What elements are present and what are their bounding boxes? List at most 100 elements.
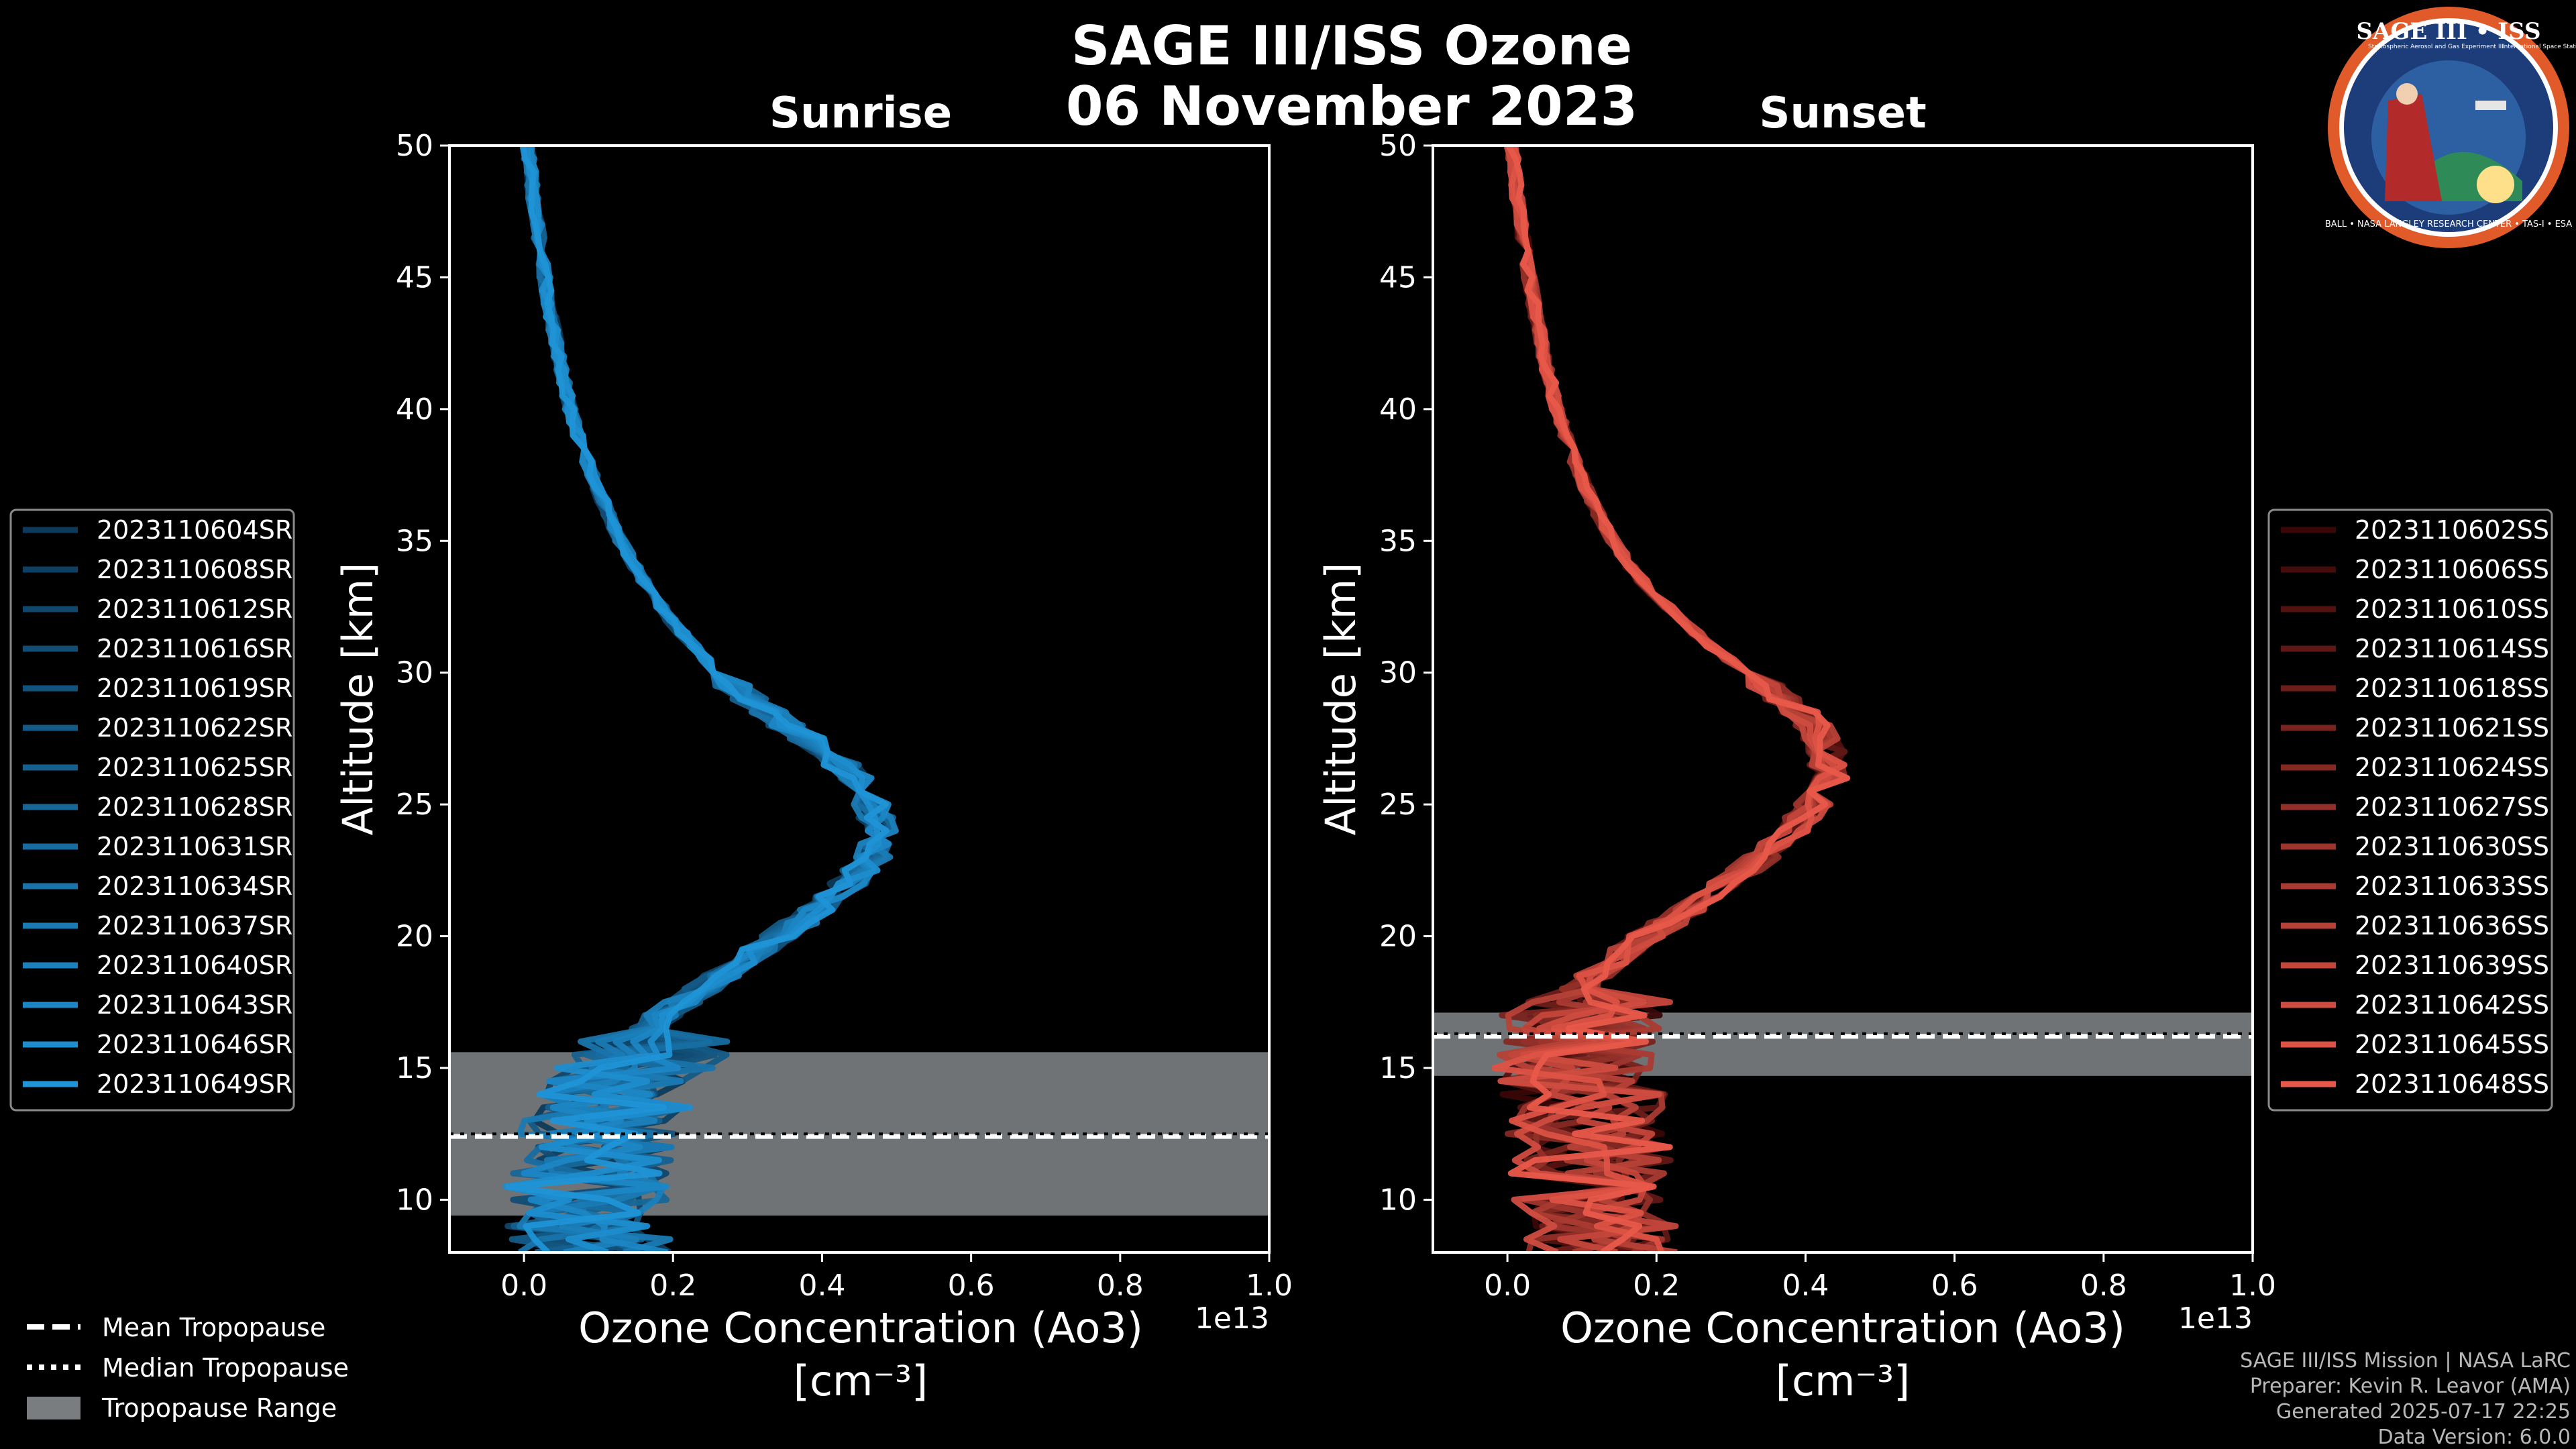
sunset-y-tick-label: 40: [1379, 392, 1417, 427]
sunrise-y-tick-label: 30: [396, 656, 433, 690]
sunrise-y-tick-label: 25: [396, 788, 433, 822]
sunrise-y-tick-label: 40: [396, 392, 433, 427]
sunrise-legend-label: 2023110634SR: [97, 871, 292, 901]
credit-data-version: Data Version: 6.0.0: [2378, 1426, 2571, 1449]
sunset-x-tick-label: 0.6: [1931, 1269, 1978, 1303]
sunset-x-tick-label: 0.4: [1782, 1269, 1829, 1303]
sunrise-y-axis-label: Altitude [km]: [333, 563, 382, 836]
sunrise-legend-label: 2023110608SR: [97, 555, 292, 584]
sunset-y-tick-label: 50: [1379, 129, 1417, 163]
sunrise-x-tick-label: 0.6: [948, 1269, 995, 1303]
sunset-legend-label: 2023110614SS: [2355, 634, 2549, 663]
sunrise-x-offset-label: 1e13: [1195, 1301, 1269, 1336]
sunset-legend-label: 2023110606SS: [2355, 555, 2549, 584]
sunset-legend-label: 2023110645SS: [2355, 1030, 2549, 1059]
sunrise-legend-box: [9, 508, 295, 1112]
credit-preparer: Preparer: Kevin R. Leavor (AMA): [2250, 1375, 2571, 1398]
sunset-y-tick-label: 20: [1379, 920, 1417, 954]
sunset-x-tick-label: 0.8: [2080, 1269, 2127, 1303]
credit-mission: SAGE III/ISS Mission | NASA LaRC: [2240, 1349, 2571, 1373]
sunrise-legend-label: 2023110619SR: [97, 674, 292, 703]
logo-title-text: SAGE III • ISS: [2356, 18, 2540, 45]
sunrise-panel-title: Sunrise: [769, 89, 952, 138]
sunrise-y-tick-label: 10: [396, 1183, 433, 1217]
sunrise-y-tick-label: 15: [396, 1051, 433, 1085]
sunset-legend-label: 2023110618SS: [2355, 674, 2549, 703]
sunset-legend-label: 2023110610SS: [2355, 594, 2549, 624]
sunrise-legend-label: 2023110604SR: [97, 515, 292, 545]
sunset-legend-label: 2023110630SS: [2355, 832, 2549, 861]
sage-iss-mission-logo: SAGE III • ISS Stratospheric Aerosol and…: [2325, 7, 2576, 248]
sunset-legend-label: 2023110621SS: [2355, 713, 2549, 743]
sunrise-legend-label: 2023110622SR: [97, 713, 292, 743]
tropopause-range-swatch: [27, 1397, 80, 1419]
credits-block: SAGE III/ISS Mission | NASA LaRC Prepare…: [2240, 1349, 2571, 1449]
sunrise-legend-label: 2023110646SR: [97, 1030, 292, 1059]
sunrise-legend-label: 2023110628SR: [97, 792, 292, 822]
sunrise-x-tick-label: 0.0: [500, 1269, 547, 1303]
sunset-y-tick-label: 30: [1379, 656, 1417, 690]
sunset-axes-ticks: 0.0 0.2 0.4 0.6 0.8 1.0 10 15 20 25 30 35 40 45 50: [1379, 129, 2276, 1303]
sunset-legend-box: [2267, 508, 2553, 1112]
sunset-legend-label: 2023110648SS: [2355, 1069, 2549, 1099]
sunrise-legend-label: 2023110640SR: [97, 951, 292, 980]
sunset-x-axis-label: Ozone Concentration (Ao3): [1560, 1303, 2125, 1352]
sunset-legend-label: 2023110639SS: [2355, 951, 2549, 980]
sunset-legend-label: 2023110636SS: [2355, 911, 2549, 941]
sunset-profile-2023110648SS: [1505, 146, 1851, 1252]
sunrise-x-tick-label: 0.8: [1097, 1269, 1144, 1303]
sunrise-legend-label: 2023110616SR: [97, 634, 292, 663]
sunset-y-tick-label: 15: [1379, 1051, 1417, 1085]
sunset-legend-label: 2023110627SS: [2355, 792, 2549, 822]
logo-station: [2475, 101, 2506, 110]
sunrise-profile-2023110649SR: [505, 146, 890, 1252]
sunset-legend: 2023110602SS 2023110606SS 2023110610SS 2023…: [2267, 508, 2553, 1112]
sunrise-x-axis-units: [cm⁻³]: [794, 1356, 928, 1405]
figure-title-line1: SAGE III/ISS Ozone: [1071, 15, 1632, 77]
sunset-plot-frame: [1432, 144, 2254, 1254]
sunset-legend-label: 2023110624SS: [2355, 753, 2549, 782]
sunset-plot: 0.0 0.2 0.4 0.6 0.8 1.0 10 15 20 25 30 35 40 45 50 Alt…: [1316, 129, 2276, 1405]
mean-tropopause-label: Mean Tropopause: [102, 1313, 325, 1342]
median-tropopause-label: Median Tropopause: [102, 1353, 349, 1383]
sunset-panel-title: Sunset: [1759, 89, 1926, 138]
logo-sage-head: [2396, 83, 2418, 105]
sunset-legend-label: 2023110642SS: [2355, 990, 2549, 1020]
logo-sage-figure: [2385, 94, 2442, 201]
figure-title-line2: 06 November 2023: [1066, 75, 1638, 138]
sunrise-y-tick-label: 35: [396, 524, 433, 558]
sunset-y-tick-label: 25: [1379, 788, 1417, 822]
sunset-x-offset-label: 1e13: [2178, 1301, 2253, 1336]
tropopause-legend: Mean Tropopause Median Tropopause Tropop…: [27, 1313, 349, 1423]
sunset-x-tick-label: 0.0: [1484, 1269, 1531, 1303]
sunrise-legend-label: 2023110649SR: [97, 1069, 292, 1099]
sunrise-legend-label: 2023110631SR: [97, 832, 292, 861]
sunrise-legend: 2023110604SR 2023110608SR 2023110612SR 2023…: [9, 508, 295, 1112]
tropopause-range-label: Tropopause Range: [101, 1393, 337, 1423]
credit-generated: Generated 2025-07-17 22:25: [2276, 1400, 2571, 1424]
logo-sun: [2477, 166, 2514, 203]
sunrise-x-tick-label: 0.2: [649, 1269, 696, 1303]
sunset-y-axis-label: Altitude [km]: [1316, 563, 1365, 836]
sunrise-legend-label: 2023110612SR: [97, 594, 292, 624]
sunrise-plot: 0.0 0.2 0.4 0.6 0.8 1.0 10 15 20 25 30 35 40 45 50 Alt…: [333, 129, 1293, 1405]
logo-right-subtext: International Space Station: [2502, 44, 2576, 50]
sunrise-legend-label: 2023110637SR: [97, 911, 292, 941]
sunrise-legend-label: 2023110625SR: [97, 753, 292, 782]
sunrise-plot-frame: [448, 144, 1271, 1254]
sunset-x-axis-units: [cm⁻³]: [1776, 1356, 1910, 1405]
sunrise-y-tick-label: 20: [396, 920, 433, 954]
sunrise-x-axis-label: Ozone Concentration (Ao3): [578, 1303, 1143, 1352]
sunset-legend-label: 2023110602SS: [2355, 515, 2549, 545]
sunset-profile-lines: [1433, 146, 2253, 1252]
sunset-y-tick-label: 45: [1379, 260, 1417, 294]
sunrise-x-tick-label: 0.4: [798, 1269, 845, 1303]
sunset-legend-label: 2023110633SS: [2355, 871, 2549, 901]
sunset-x-tick-label: 1.0: [2229, 1269, 2276, 1303]
sunrise-legend-label: 2023110643SR: [97, 990, 292, 1020]
sunrise-axes-ticks: 0.0 0.2 0.4 0.6 0.8 1.0 10 15 20 25 30 35 40 45 50: [396, 129, 1293, 1303]
sunset-y-tick-label: 10: [1379, 1183, 1417, 1217]
sunset-x-tick-label: 0.2: [1633, 1269, 1680, 1303]
sunrise-x-tick-label: 1.0: [1246, 1269, 1293, 1303]
sunset-y-tick-label: 35: [1379, 524, 1417, 558]
